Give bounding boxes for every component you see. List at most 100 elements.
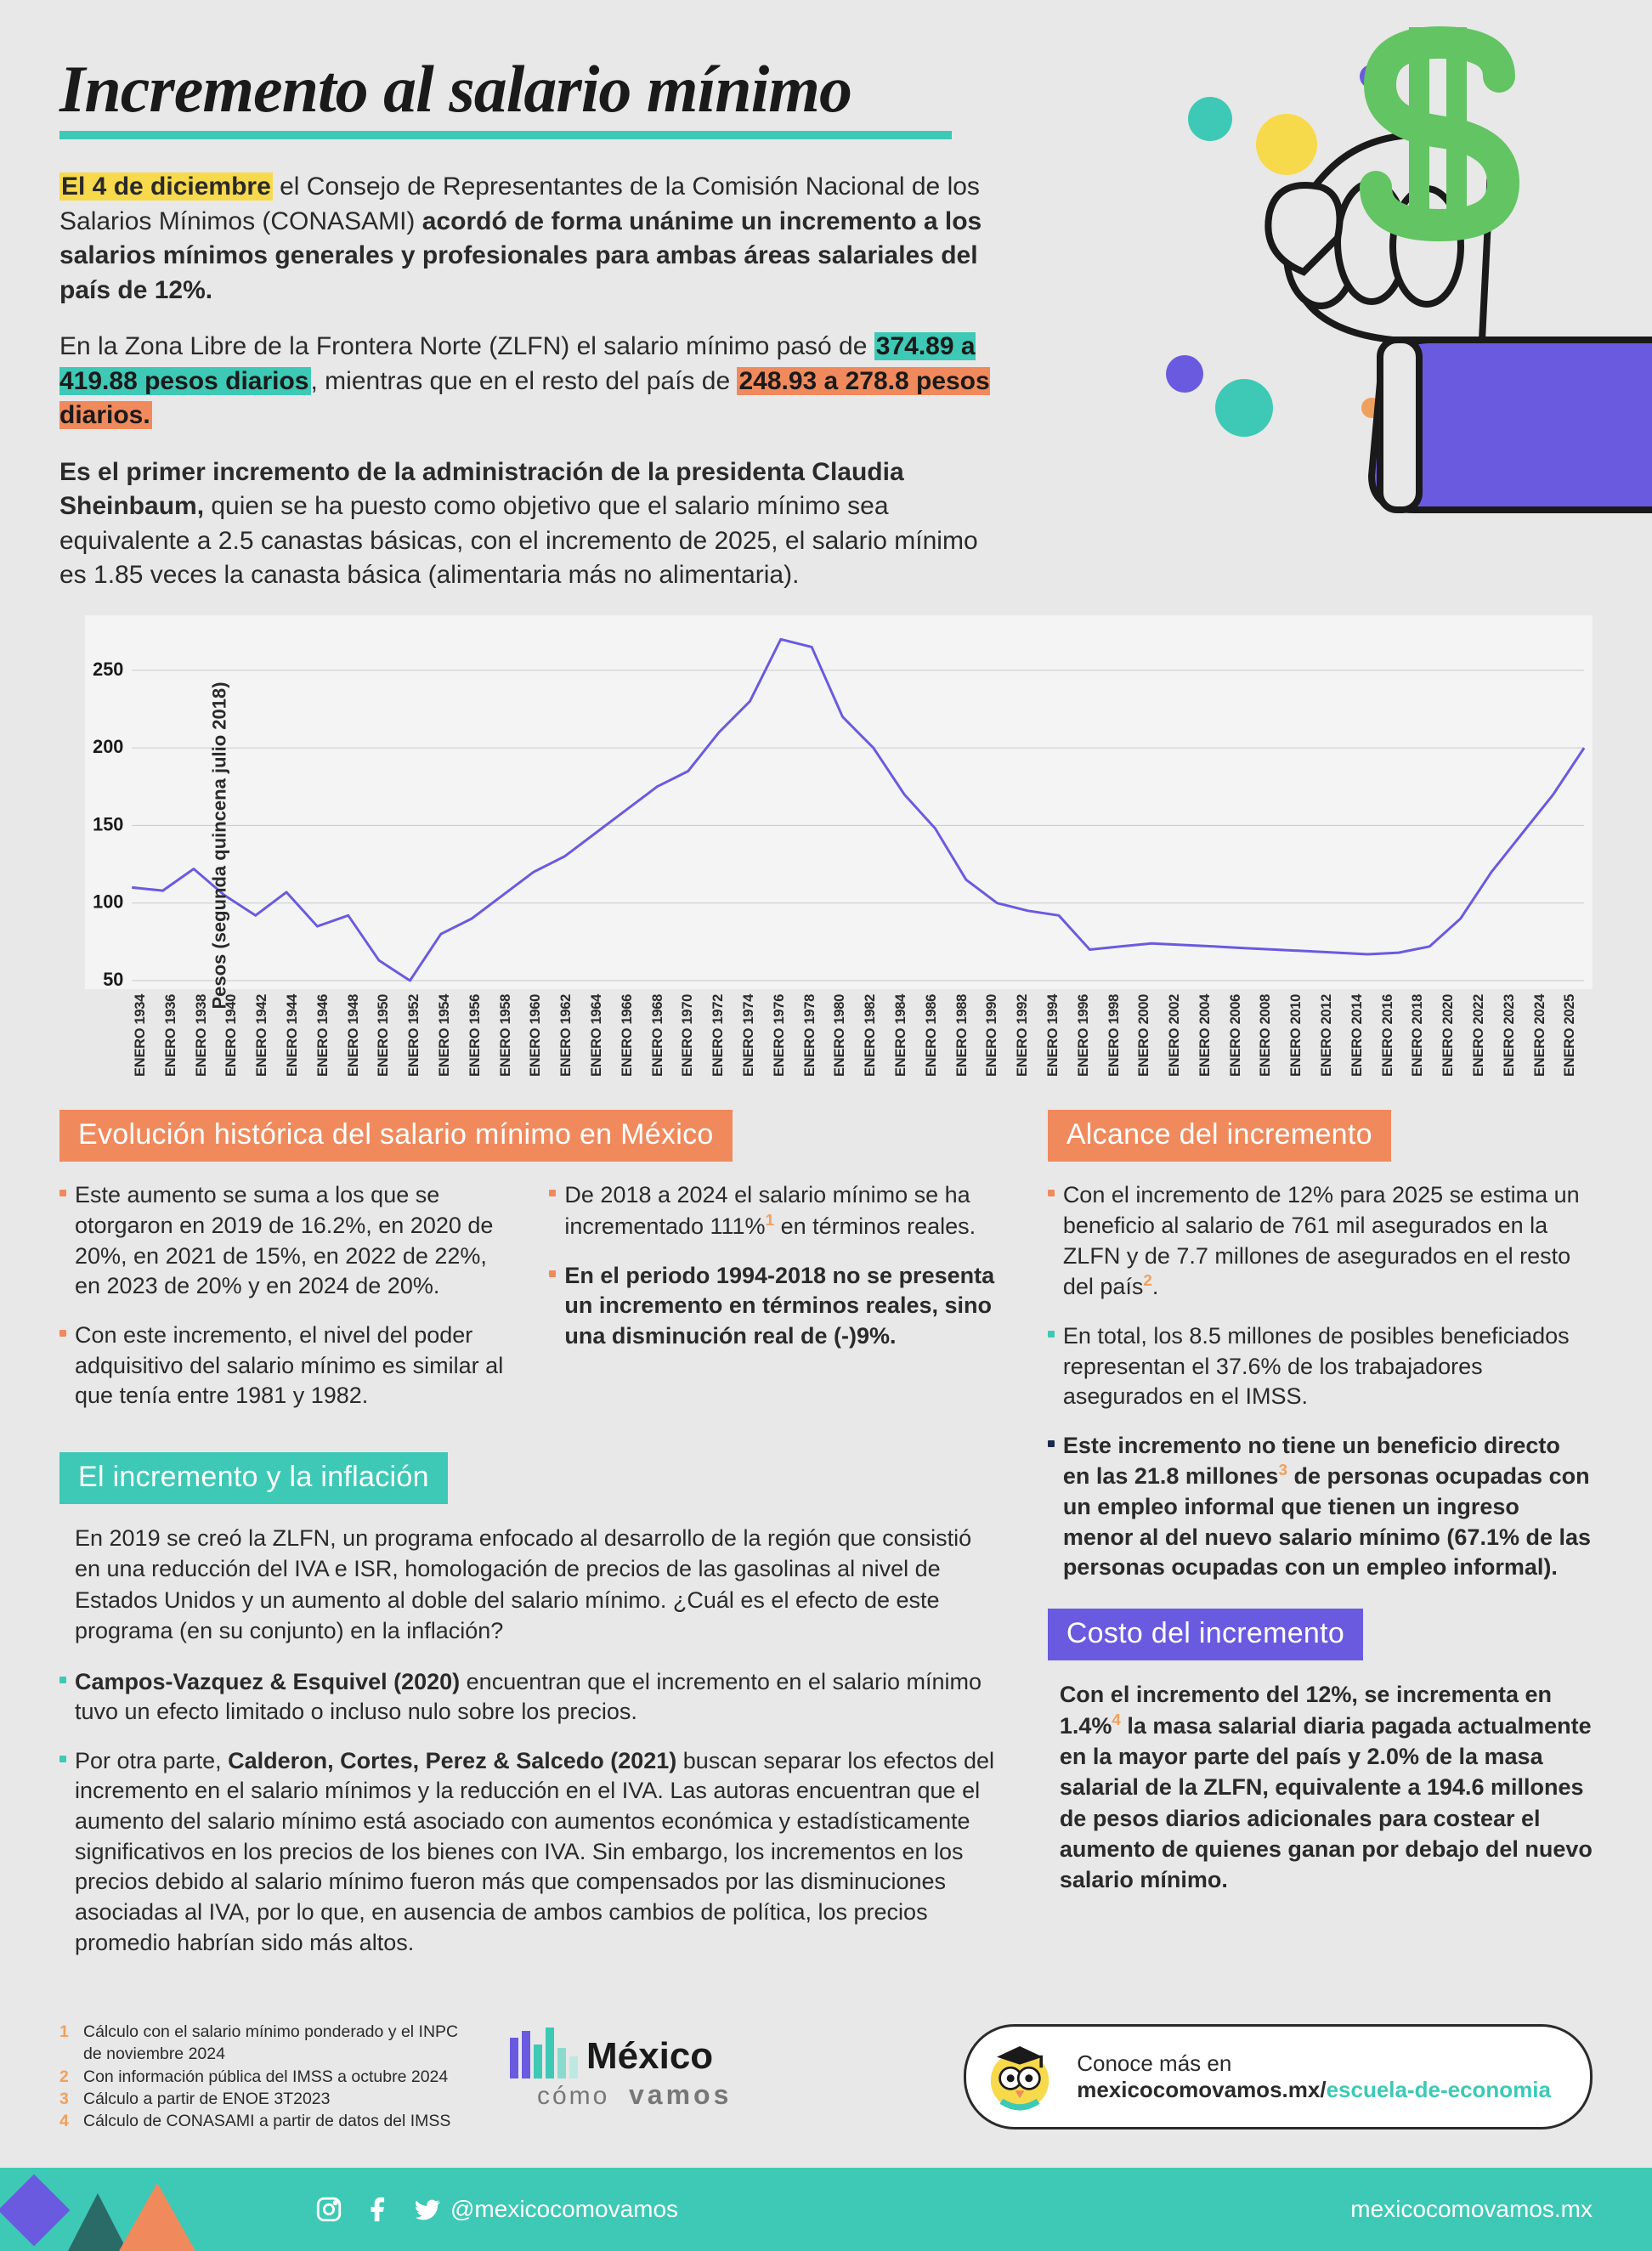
chart-xtick: ENERO 1970 <box>680 994 710 1077</box>
chart-xtick: ENERO 1946 <box>315 994 346 1077</box>
chart-xtick: ENERO 1958 <box>498 994 529 1077</box>
svg-text:50: 50 <box>103 968 123 988</box>
chart-xtick: ENERO 1962 <box>558 994 589 1077</box>
chart-xtick: ENERO 1994 <box>1045 994 1076 1077</box>
svg-text:100: 100 <box>93 891 123 912</box>
chart-xtick: ENERO 2004 <box>1197 994 1228 1077</box>
chart-xtick: ENERO 1976 <box>772 994 802 1077</box>
chart-xtick: ENERO 1998 <box>1106 994 1137 1077</box>
chart-xtick: ENERO 1984 <box>893 994 924 1077</box>
svg-text:250: 250 <box>93 658 123 679</box>
chart-xtick: ENERO 1934 <box>133 994 163 1077</box>
badge-text: Conoce más en mexicocomovamos.mx/escuela… <box>1077 2050 1551 2103</box>
bullet-icon <box>59 1330 66 1337</box>
logo-mexico-como-vamos: México cómo vamos <box>510 2019 782 2134</box>
chart-xtick: ENERO 1966 <box>620 994 650 1077</box>
bullet-icon <box>549 1270 556 1277</box>
intro-highlight-date: El 4 de diciembre <box>59 173 273 201</box>
section-costo: Costo del incremento Con el incremento d… <box>1048 1609 1593 1895</box>
chart-xtick: ENERO 1944 <box>285 994 315 1077</box>
historical-chart: Pesos (segunda quincena julio 2018) 50 10… <box>59 615 1593 1077</box>
chart-xtick: ENERO 1978 <box>802 994 833 1077</box>
owl-icon <box>982 2039 1058 2115</box>
svg-text:150: 150 <box>93 813 123 834</box>
chart-xtick: ENERO 1956 <box>467 994 498 1077</box>
chart-xtick: ENERO 1990 <box>984 994 1015 1077</box>
chart-xtick: ENERO 2024 <box>1532 994 1563 1077</box>
footer-url[interactable]: mexicocomovamos.mx <box>1350 2196 1593 2223</box>
footer-shapes <box>0 2168 221 2251</box>
bullet-icon <box>1048 1190 1055 1196</box>
section-header-evolucion: Evolución histórica del salario mínimo e… <box>59 1110 733 1162</box>
chart-xtick: ENERO 2000 <box>1136 994 1167 1077</box>
footnotes: 1Cálculo con el salario mínimo ponderado… <box>59 2021 459 2133</box>
chart-xtick: ENERO 1986 <box>924 994 954 1077</box>
bottom-bar: @mexicocomovamos mexicocomovamos.mx <box>0 2168 1652 2251</box>
section-evolucion: Evolución histórica del salario mínimo e… <box>59 1110 997 1429</box>
twitter-icon[interactable] <box>413 2195 442 2224</box>
chart-xtick: ENERO 1982 <box>863 994 893 1077</box>
chart-xlabels: ENERO 1934ENERO 1936ENERO 1938ENERO 1940… <box>85 994 1593 1077</box>
section-header-alcance: Alcance del incremento <box>1048 1110 1391 1162</box>
chart-xtick: ENERO 2023 <box>1502 994 1532 1077</box>
sections-grid: Evolución histórica del salario mínimo e… <box>59 1110 1593 1977</box>
bullet-icon <box>59 1756 66 1762</box>
svg-text:vamos: vamos <box>629 2079 732 2110</box>
chart-xtick: ENERO 1948 <box>346 994 376 1077</box>
title-underline <box>59 131 952 139</box>
chart-xtick: ENERO 2002 <box>1167 994 1197 1077</box>
page-title: Incremento al salario mínimo <box>59 51 1593 127</box>
intro-text: El 4 de diciembre el Consejo de Represen… <box>59 170 1011 593</box>
chart-xtick: ENERO 2018 <box>1410 994 1440 1077</box>
chart-ylabel: Pesos (segunda quincena julio 2018) <box>209 682 231 1009</box>
chart-xtick: ENERO 1940 <box>223 994 254 1077</box>
chart-xtick: ENERO 1988 <box>954 994 985 1077</box>
social-icons <box>314 2195 442 2224</box>
section-header-inflacion: El incremento y la inflación <box>59 1452 448 1504</box>
section-inflacion: El incremento y la inflación En 2019 se … <box>59 1452 997 1958</box>
chart-xtick: ENERO 2022 <box>1471 994 1502 1077</box>
bullet-icon <box>59 1677 66 1683</box>
footnotes-row: 1Cálculo con el salario mínimo ponderado… <box>59 2019 1593 2168</box>
bullet-icon <box>549 1190 556 1196</box>
chart-xtick: ENERO 2008 <box>1258 994 1288 1077</box>
svg-text:cómo: cómo <box>537 2082 609 2110</box>
chart-xtick: ENERO 2010 <box>1288 994 1319 1077</box>
chart-xtick: ENERO 1950 <box>376 994 406 1077</box>
svg-text:México: México <box>586 2035 713 2077</box>
facebook-icon[interactable] <box>364 2195 393 2224</box>
chart-xtick: ENERO 1954 <box>437 994 467 1077</box>
chart-xtick: ENERO 1952 <box>406 994 437 1077</box>
instagram-icon[interactable] <box>314 2195 343 2224</box>
chart-xtick: ENERO 1974 <box>741 994 772 1077</box>
chart-svg: 50 100 150 200 250 <box>85 615 1593 989</box>
bullet-icon <box>59 1190 66 1196</box>
page-body: Incremento al salario mínimo El 4 de dic… <box>0 0 1652 2168</box>
section-alcance: Alcance del incremento Con el incremento… <box>1048 1110 1593 1583</box>
chart-xtick: ENERO 1972 <box>710 994 741 1077</box>
chart-xtick: ENERO 1936 <box>163 994 194 1077</box>
left-column: Evolución histórica del salario mínimo e… <box>59 1110 997 1977</box>
hero-section: Incremento al salario mínimo El 4 de dic… <box>59 51 1593 593</box>
right-column: Alcance del incremento Con el incremento… <box>1048 1110 1593 1977</box>
escuela-badge[interactable]: Conoce más en mexicocomovamos.mx/escuela… <box>964 2024 1593 2129</box>
chart-xtick: ENERO 1960 <box>528 994 558 1077</box>
chart-xtick: ENERO 1996 <box>1076 994 1106 1077</box>
chart-xtick: ENERO 2006 <box>1228 994 1259 1077</box>
chart-xtick: ENERO 2020 <box>1440 994 1471 1077</box>
chart-xtick: ENERO 2014 <box>1349 994 1380 1077</box>
chart-xtick: ENERO 1968 <box>650 994 681 1077</box>
chart-xtick: ENERO 2016 <box>1380 994 1411 1077</box>
chart-xtick: ENERO 1938 <box>194 994 224 1077</box>
footer-handle[interactable]: @mexicocomovamos <box>450 2196 678 2223</box>
bullet-icon <box>1048 1440 1055 1447</box>
chart-xtick: ENERO 2025 <box>1562 994 1593 1077</box>
bullet-icon <box>1048 1331 1055 1338</box>
chart-xtick: ENERO 1992 <box>1015 994 1045 1077</box>
chart-xtick: ENERO 1964 <box>589 994 620 1077</box>
chart-xtick: ENERO 1980 <box>832 994 863 1077</box>
chart-xtick: ENERO 2012 <box>1319 994 1349 1077</box>
section-header-costo: Costo del incremento <box>1048 1609 1363 1660</box>
chart-xtick: ENERO 1942 <box>254 994 285 1077</box>
svg-text:200: 200 <box>93 735 123 756</box>
